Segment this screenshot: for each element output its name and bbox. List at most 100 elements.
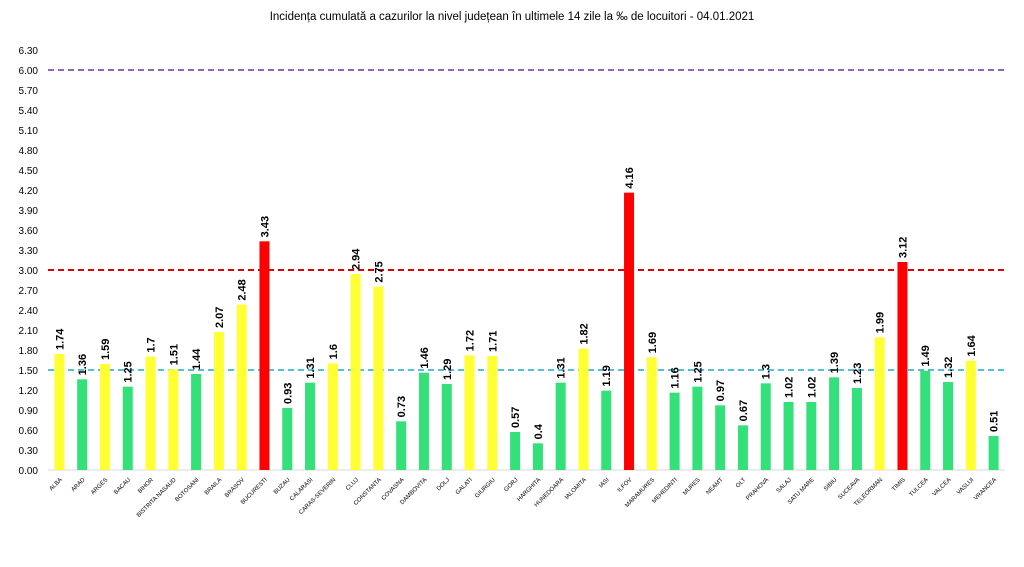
data-label: 1.31	[305, 357, 317, 378]
data-label: 1.51	[168, 344, 180, 365]
data-label: 1.7	[146, 337, 158, 352]
x-tick-label: PRAHOVA	[745, 477, 770, 502]
data-label: 1.99	[875, 312, 887, 333]
x-tick-label: BIHOR	[137, 477, 155, 495]
chart-title: Incidența cumulată a cazurilor la nivel …	[270, 11, 755, 23]
x-tick-label: VALCEA	[932, 477, 953, 498]
data-label: 1.44	[191, 348, 203, 370]
bar	[532, 443, 543, 470]
bar	[851, 388, 862, 470]
y-tick-label: 0.90	[19, 406, 39, 417]
bar	[806, 402, 817, 470]
data-label: 1.72	[465, 330, 477, 351]
threshold-lines	[48, 69, 1005, 371]
y-tick-label: 6.30	[19, 46, 39, 57]
data-label: 1.64	[966, 334, 978, 356]
bar	[988, 436, 999, 470]
data-label: 1.82	[578, 323, 590, 344]
data-label: 1.49	[920, 345, 932, 366]
bar	[646, 357, 657, 470]
data-label: 0.67	[738, 400, 750, 421]
data-label: 1.25	[123, 361, 135, 382]
y-tick-label: 6.00	[19, 66, 39, 77]
bar	[965, 360, 976, 470]
bar	[327, 363, 338, 470]
data-label: 1.59	[100, 339, 112, 360]
x-tick-label: BUZAU	[273, 477, 292, 496]
data-label: 1.71	[487, 331, 499, 352]
x-tick-label: OLT	[735, 477, 747, 489]
y-tick-label: 3.60	[19, 226, 39, 237]
data-label: 1.74	[54, 328, 66, 350]
x-tick-label: SUCEAVA	[837, 477, 861, 501]
data-label: 3.12	[897, 237, 909, 258]
x-tick-label: ALBA	[49, 477, 64, 492]
x-tick-label: BISTRITA NASAUD	[136, 477, 178, 519]
x-tick-label: IALOMITA	[564, 477, 588, 501]
x-tick-label: BACAU	[113, 477, 132, 496]
bar	[920, 370, 931, 470]
x-tick-label: GIURGIU	[474, 477, 496, 499]
bar	[464, 355, 475, 470]
bar	[487, 356, 498, 470]
bar	[236, 304, 247, 470]
bar	[441, 384, 452, 470]
x-tick-label: ARAD	[71, 477, 88, 494]
y-tick-label: 3.30	[19, 246, 39, 257]
data-label: 2.48	[237, 279, 249, 300]
y-tick-label: 5.10	[19, 126, 39, 137]
data-label: 1.31	[556, 357, 568, 378]
bar	[54, 354, 65, 470]
bar	[145, 356, 156, 470]
data-label: 0.57	[510, 407, 522, 428]
y-tick-label: 2.40	[19, 306, 39, 317]
x-tick-label: DOLJ	[436, 477, 451, 492]
y-tick-label: 1.20	[19, 386, 39, 397]
bar	[259, 241, 270, 470]
y-tick-label: 4.80	[19, 146, 39, 157]
data-label: 2.94	[351, 248, 363, 270]
data-label: 1.29	[442, 359, 454, 380]
bar	[669, 392, 680, 470]
y-axis: 0.00 0.30 0.60 0.90 1.20 1.50 1.80 2.10 2.40 2.70…	[19, 46, 1005, 477]
data-label: 3.43	[259, 216, 271, 237]
bar	[555, 382, 566, 470]
data-label: 1.32	[943, 357, 955, 378]
bar	[191, 374, 202, 470]
x-tick-label: GALATI	[455, 477, 474, 496]
y-tick-label: 3.90	[19, 206, 39, 217]
bar	[99, 364, 110, 470]
y-tick-label: 0.30	[19, 446, 39, 457]
y-tick-label: 4.20	[19, 186, 39, 197]
bar	[396, 421, 407, 470]
data-label: 1.02	[806, 377, 818, 398]
y-tick-label: 2.70	[19, 286, 39, 297]
x-tick-label: IASI	[598, 477, 610, 489]
bar	[418, 372, 429, 470]
x-tick-label: SIBIU	[823, 477, 838, 492]
x-tick-label: BRASOV	[224, 477, 246, 499]
bar	[305, 382, 316, 470]
data-label: 1.23	[852, 363, 864, 384]
data-label: 1.39	[829, 352, 841, 373]
x-tick-label: MURES	[682, 477, 702, 497]
bar	[715, 405, 726, 470]
x-tick-label: VASLUI	[956, 477, 975, 496]
data-label: 1.19	[601, 365, 613, 386]
bar	[760, 383, 771, 470]
x-tick-label: VRANCEA	[973, 477, 998, 502]
bar	[737, 425, 748, 470]
bar	[943, 382, 954, 470]
y-tick-label: 1.50	[19, 366, 39, 377]
x-tick-label: BRAILA	[204, 477, 223, 496]
data-label: 1.25	[692, 361, 704, 382]
x-tick-label: NEAMT	[706, 477, 725, 496]
bar	[692, 386, 703, 470]
bar	[122, 386, 133, 470]
data-label: 1.46	[419, 347, 431, 368]
bar	[350, 274, 361, 470]
y-tick-label: 0.00	[19, 466, 39, 477]
y-tick-label: 5.70	[19, 86, 39, 97]
bar	[77, 379, 88, 470]
